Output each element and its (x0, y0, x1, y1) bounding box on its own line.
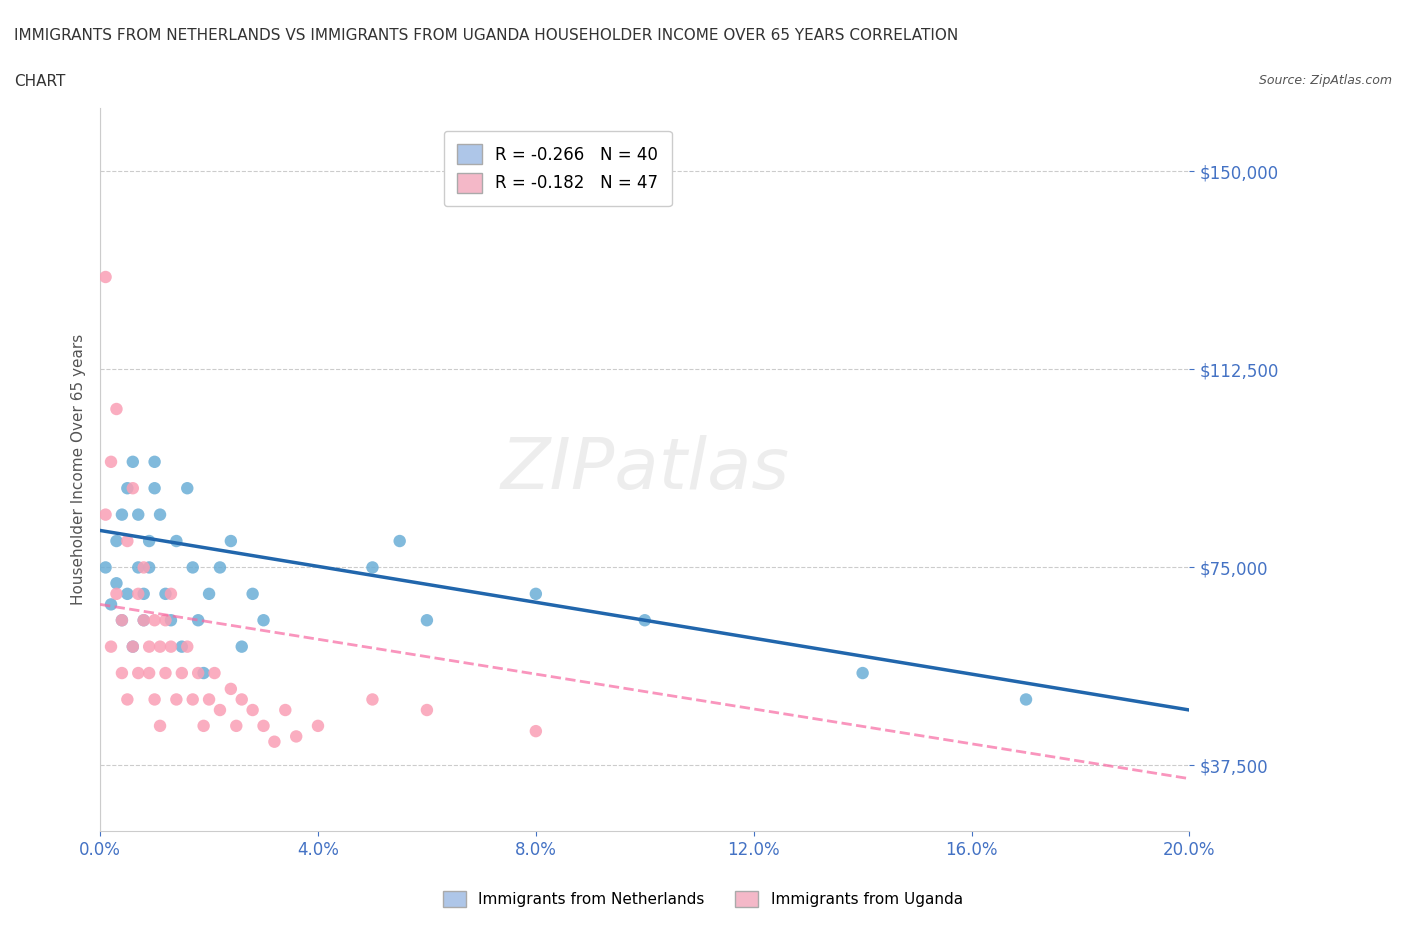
Point (121, 481, 143, 496)
Point (100, 455, 122, 470)
Point (208, 702, 231, 717)
Point (94, 507, 117, 522)
Point (105, 576, 128, 591)
Point (198, 587, 221, 602)
Point (117, 692, 139, 707)
Point (176, 481, 198, 496)
Point (263, 735, 285, 750)
Point (231, 639, 253, 654)
Point (170, 666, 193, 681)
Point (111, 507, 134, 522)
Point (634, 613, 657, 628)
Point (160, 613, 183, 628)
Point (181, 560, 204, 575)
Point (165, 534, 187, 549)
Point (100, 639, 122, 654)
Point (127, 666, 149, 681)
Point (193, 718, 215, 733)
Point (187, 613, 209, 628)
Point (274, 702, 297, 717)
Point (155, 666, 177, 681)
Y-axis label: Householder Income Over 65 years: Householder Income Over 65 years (72, 334, 86, 605)
Point (225, 718, 247, 733)
Point (193, 666, 215, 681)
Point (231, 692, 253, 707)
Point (242, 702, 264, 717)
Point (105, 402, 128, 417)
Point (307, 718, 329, 733)
Point (155, 613, 177, 628)
Point (170, 639, 193, 654)
Point (121, 455, 143, 470)
Point (852, 666, 875, 681)
Point (285, 729, 308, 744)
Point (105, 587, 128, 602)
Point (138, 534, 160, 549)
Point (105, 534, 128, 549)
Point (524, 587, 547, 602)
Text: CHART: CHART (14, 74, 66, 89)
Point (121, 639, 143, 654)
Point (132, 560, 155, 575)
Point (208, 560, 231, 575)
Legend: R = -0.266   N = 40, R = -0.182   N = 47: R = -0.266 N = 40, R = -0.182 N = 47 (444, 131, 672, 206)
Point (127, 560, 149, 575)
Point (219, 682, 242, 697)
Text: ZIPatlas: ZIPatlas (501, 435, 789, 504)
Point (117, 481, 139, 496)
Point (1015, 692, 1038, 707)
Point (94, 560, 117, 575)
Point (143, 455, 166, 470)
Point (155, 587, 177, 602)
Point (204, 666, 226, 681)
Point (138, 666, 160, 681)
Point (181, 692, 204, 707)
Point (219, 534, 242, 549)
Point (111, 666, 134, 681)
Point (138, 639, 160, 654)
Point (388, 534, 411, 549)
Point (176, 639, 198, 654)
Point (149, 639, 172, 654)
Point (117, 534, 139, 549)
Point (361, 560, 384, 575)
Point (361, 692, 384, 707)
Text: Source: ZipAtlas.com: Source: ZipAtlas.com (1258, 74, 1392, 87)
Point (416, 702, 439, 717)
Point (252, 613, 274, 628)
Point (187, 666, 209, 681)
Point (132, 613, 155, 628)
Point (132, 587, 155, 602)
Point (524, 724, 547, 738)
Legend: Immigrants from Netherlands, Immigrants from Uganda: Immigrants from Netherlands, Immigrants … (437, 884, 969, 913)
Point (143, 692, 166, 707)
Point (121, 639, 143, 654)
Point (94, 270, 117, 285)
Point (416, 613, 439, 628)
Point (252, 718, 274, 733)
Point (149, 718, 172, 733)
Point (165, 692, 187, 707)
Point (143, 613, 166, 628)
Point (111, 613, 134, 628)
Point (117, 587, 139, 602)
Point (111, 613, 134, 628)
Point (198, 692, 221, 707)
Point (127, 507, 149, 522)
Point (149, 507, 172, 522)
Point (100, 597, 122, 612)
Point (127, 587, 149, 602)
Point (138, 560, 160, 575)
Point (143, 481, 166, 496)
Point (160, 639, 183, 654)
Point (242, 587, 264, 602)
Text: IMMIGRANTS FROM NETHERLANDS VS IMMIGRANTS FROM UGANDA HOUSEHOLDER INCOME OVER 65: IMMIGRANTS FROM NETHERLANDS VS IMMIGRANT… (14, 28, 959, 43)
Point (160, 587, 183, 602)
Point (132, 613, 155, 628)
